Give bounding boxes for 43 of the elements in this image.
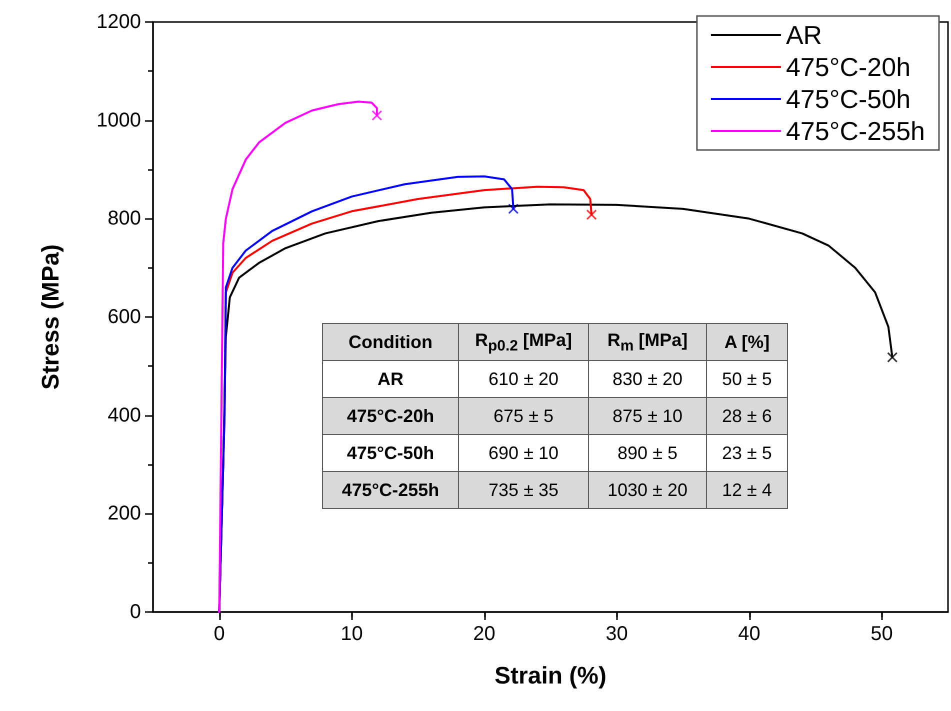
legend-label: 475°C-50h: [786, 84, 911, 114]
x-axis-title: Strain (%): [494, 662, 607, 690]
annotation: 890 ± 5: [588, 434, 706, 472]
x-tick-label: 0: [214, 623, 225, 645]
annotation: 735 ± 35: [458, 472, 588, 508]
annotation: 50 ± 5: [706, 360, 788, 398]
legend-label: AR: [786, 20, 822, 50]
annotation: A [%]: [706, 324, 788, 360]
x-tick-label: 10: [340, 623, 363, 645]
y-tick-label: 1200: [96, 11, 141, 33]
annotation: 475°C-50h: [322, 434, 458, 472]
annotation: 690 ± 10: [458, 434, 588, 472]
annotation: AR: [322, 360, 458, 398]
x-tick-label: 40: [738, 623, 760, 645]
annotation: R$_{m}$ [MPa]: [588, 324, 706, 360]
annotation: 830 ± 20: [588, 360, 706, 398]
annotation: 12 ± 4: [706, 472, 788, 508]
annotation: 675 ± 5: [458, 398, 588, 434]
legend-label: 475°C-255h: [786, 116, 926, 146]
x-tick-label: 20: [473, 623, 496, 645]
point: [586, 209, 597, 220]
y-tick-label: 600: [108, 306, 141, 328]
x-tick-label: 30: [606, 623, 628, 645]
annotation: 875 ± 10: [588, 398, 706, 434]
y-tick-label: 200: [108, 502, 141, 525]
annotation: 475°C-255h: [322, 472, 458, 508]
x-tick-label: 50: [870, 623, 893, 645]
legend-label: 475°C-20h: [786, 52, 911, 82]
y-tick-label: 400: [108, 404, 141, 426]
annotation: R$_{p0.2}$ [MPa]: [458, 324, 588, 360]
y-axis-title: Stress (MPa): [38, 244, 64, 390]
annotation: 23 ± 5: [706, 434, 788, 472]
y-tick-label: 800: [108, 208, 141, 230]
point: [508, 204, 519, 214]
annotation: 610 ± 20: [458, 360, 588, 398]
annotation: 28 ± 6: [706, 398, 788, 434]
annotation: 475°C-20h: [322, 398, 458, 434]
y-tick-label: 1000: [96, 109, 141, 132]
point: [887, 352, 898, 363]
y-tick-label: 0: [130, 601, 141, 623]
annotation: Condition: [322, 324, 458, 360]
annotation: 1030 ± 20: [588, 472, 706, 508]
point: [372, 110, 382, 121]
